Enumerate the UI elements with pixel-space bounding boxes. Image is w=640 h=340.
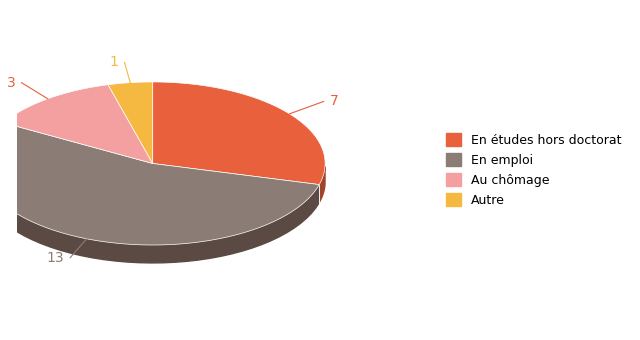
Polygon shape — [319, 167, 325, 203]
Legend: En études hors doctorat, En emploi, Au chômage, Autre: En études hors doctorat, En emploi, Au c… — [442, 129, 627, 211]
Polygon shape — [0, 123, 319, 245]
Text: 3: 3 — [6, 75, 15, 90]
Polygon shape — [153, 82, 325, 185]
Text: 1: 1 — [109, 55, 118, 69]
Text: 13: 13 — [47, 251, 64, 265]
Polygon shape — [108, 82, 153, 164]
Polygon shape — [3, 85, 153, 164]
Polygon shape — [0, 166, 319, 263]
Text: 7: 7 — [330, 95, 339, 108]
